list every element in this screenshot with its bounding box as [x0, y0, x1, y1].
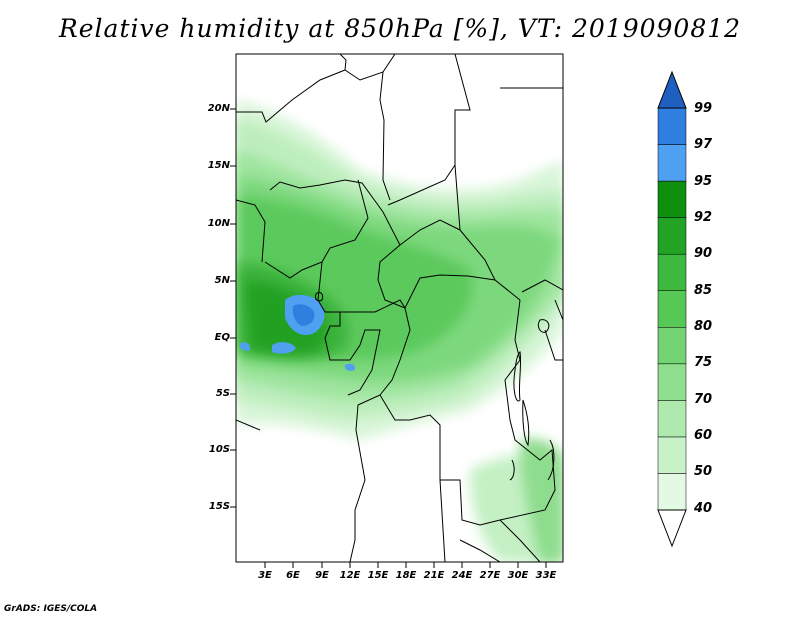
colorbar-segment: [657, 107, 687, 145]
lon-label: 27E: [479, 570, 501, 581]
map-title: Relative humidity at 850hPa [%], VT: 201…: [58, 14, 742, 43]
lon-label: 3E: [258, 570, 272, 581]
lat-label: EQ: [214, 332, 230, 343]
lon-label: 24E: [451, 570, 473, 581]
colorbar-label: 90: [694, 246, 713, 261]
lat-label: 10S: [208, 444, 230, 455]
lon-label: 18E: [395, 570, 417, 581]
lat-label: 5N: [214, 275, 230, 286]
colorbar-label: 40: [694, 501, 713, 516]
lat-label: 15S: [208, 501, 230, 512]
lakes: [315, 291, 555, 481]
lon-label: 6E: [286, 570, 300, 581]
lon-label: 12E: [339, 570, 361, 581]
rh-zone-95-d: [345, 363, 356, 371]
lat-label: 5S: [215, 388, 230, 399]
country-borders: [236, 54, 563, 562]
map-frame: [235, 53, 564, 563]
colorbar-segment: [657, 253, 687, 291]
lon-label: 15E: [367, 570, 389, 581]
colorbar-label: 80: [694, 319, 713, 334]
lat-label: 20N: [207, 103, 230, 114]
colorbar-label: 70: [694, 392, 713, 407]
colorbar-label: 85: [694, 283, 713, 298]
colorbar-top-arrow: [657, 70, 687, 109]
colorbar-segment: [657, 290, 687, 328]
lat-label: 15N: [207, 160, 230, 171]
colorbar-label: 75: [694, 355, 713, 370]
colorbar-segment: [657, 144, 687, 182]
colorbar-segment: [657, 363, 687, 401]
axis-ticks: [230, 108, 547, 568]
lon-label: 30E: [507, 570, 529, 581]
rh-zone-95-c: [240, 342, 251, 351]
rh-zone-97-a: [292, 304, 315, 326]
colorbar-segment: [657, 400, 687, 438]
humidity-field: [236, 100, 563, 562]
colorbar-label: 60: [694, 428, 713, 443]
lon-label: 21E: [423, 570, 445, 581]
colorbar-segment: [657, 217, 687, 255]
lat-label: 10N: [207, 218, 230, 229]
colorbar-label: 97: [694, 137, 713, 152]
colorbar-segment: [657, 180, 687, 218]
colorbar-segment: [657, 473, 687, 511]
grads-credit: GrADS: IGES/COLA: [4, 604, 98, 614]
lon-label: 33E: [535, 570, 557, 581]
colorbar-segment: [657, 436, 687, 474]
colorbar: [657, 70, 687, 548]
colorbar-label: 50: [694, 464, 713, 479]
colorbar-segment: [657, 327, 687, 365]
colorbar-label: 95: [694, 174, 713, 189]
lon-label: 9E: [315, 570, 329, 581]
rh-zone-95-b: [272, 342, 296, 354]
colorbar-label: 99: [694, 101, 713, 116]
colorbar-label: 92: [694, 210, 713, 225]
colorbar-bottom-arrow: [657, 509, 687, 548]
